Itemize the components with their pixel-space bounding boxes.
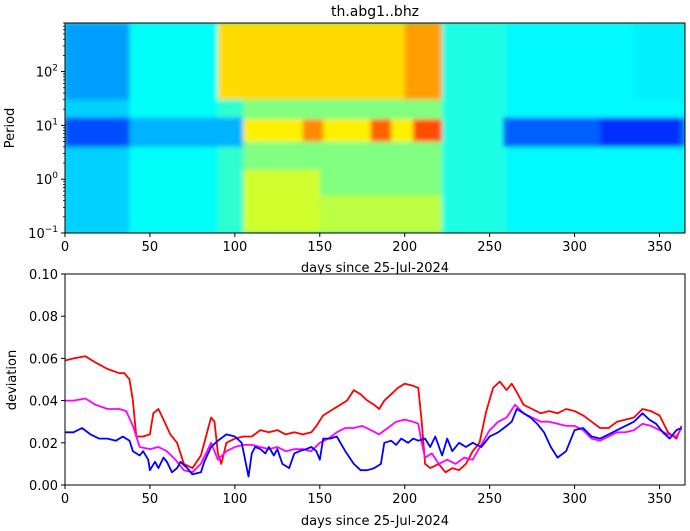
- x-tick-label: 100: [222, 240, 247, 255]
- heatmap-x-label: days since 25-Jul-2024: [301, 261, 449, 276]
- deviation-x-axis: 0 50 100 150 200 250 300 350: [61, 485, 672, 507]
- x-tick-label: 50: [142, 492, 159, 507]
- deviation-panel: 0 50 100 150 200 250 300 350 0.000.020.040.060.…: [5, 268, 686, 529]
- y-tick-label: 100: [36, 171, 59, 188]
- x-tick-label: 350: [647, 492, 672, 507]
- heatmap-x-axis: 0 50 100 150 200 250 300 350: [61, 233, 672, 255]
- heatmap-cell: [600, 117, 680, 147]
- x-tick-label: 250: [477, 492, 502, 507]
- x-tick-label: 0: [61, 492, 69, 507]
- heatmap-cell: [65, 23, 130, 100]
- heatmap-cell: [319, 195, 443, 233]
- heatmap-cell: [370, 119, 392, 142]
- deviation-series: [65, 355, 683, 478]
- deviation-y-axis: 0.00 0.02 0.04 0.06 0.08 0.10: [29, 268, 65, 494]
- x-tick-label: 150: [307, 240, 332, 255]
- heatmap-cell: [302, 119, 324, 142]
- y-tick-label: 102: [36, 64, 58, 81]
- y-tick-label: 0.04: [29, 395, 58, 410]
- x-tick-label: 300: [562, 492, 587, 507]
- deviation-frame: [64, 273, 686, 486]
- heatmap-cell: [243, 169, 320, 233]
- x-tick-label: 150: [307, 492, 332, 507]
- y-tick-label: 101: [36, 117, 58, 134]
- deviation-x-label: days since 25-Jul-2024: [301, 514, 449, 529]
- y-tick-label: 0.10: [29, 268, 58, 283]
- y-tick-label: 0.06: [29, 352, 58, 367]
- x-tick-label: 100: [222, 492, 247, 507]
- heatmap-cell: [442, 23, 507, 233]
- x-tick-label: 0: [61, 240, 69, 255]
- y-tick-label: 0.02: [29, 437, 58, 452]
- heatmap-cell: [243, 119, 443, 142]
- x-tick-label: 50: [142, 240, 159, 255]
- heatmap-panel: th.abg1..bhz 0 50 100 150 200 250 300 350 10−11…: [3, 4, 686, 276]
- heatmap-cell: [65, 117, 130, 147]
- heatmap-cells: [65, 23, 685, 233]
- x-tick-label: 350: [647, 240, 672, 255]
- deviation-y-label: deviation: [5, 350, 20, 410]
- y-tick-label: 0.08: [29, 310, 58, 325]
- x-tick-label: 200: [392, 492, 417, 507]
- heatmap-cell: [129, 117, 244, 147]
- x-tick-label: 200: [392, 240, 417, 255]
- deviation-plot-area: [65, 274, 685, 485]
- heatmap-y-label: Period: [3, 108, 18, 149]
- x-tick-label: 300: [562, 240, 587, 255]
- deviation-line-2: [65, 408, 682, 478]
- heatmap-cell: [404, 23, 443, 100]
- x-tick-label: 250: [477, 240, 502, 255]
- heatmap-cell: [634, 23, 685, 100]
- deviation-line-0: [65, 355, 683, 474]
- heatmap-y-axis: 10−1 100 101 102: [28, 22, 65, 242]
- heatmap-cell: [413, 119, 443, 142]
- heatmap-title: th.abg1..bhz: [331, 4, 419, 20]
- y-tick-label: 10−1: [28, 225, 58, 242]
- y-tick-label: 0.00: [29, 479, 58, 494]
